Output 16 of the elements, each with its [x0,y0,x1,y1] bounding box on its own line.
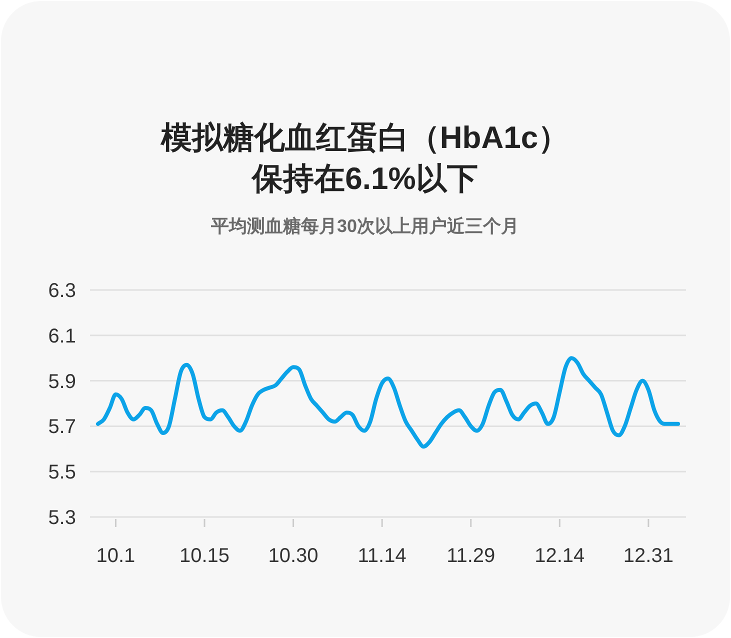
y-tick-label: 5.5 [48,462,76,484]
x-tick-label: 10.1 [96,545,136,567]
x-tick-label: 10.15 [179,545,230,567]
chart-title: 模拟糖化血红蛋白（HbA1c）保持在6.1%以下 [160,120,570,196]
y-tick-label: 5.7 [48,416,76,438]
x-tick-label: 11.14 [358,545,406,567]
x-tick-label: 12.31 [623,545,674,567]
y-tick-label: 6.1 [48,325,76,348]
y-tick-label: 5.3 [48,507,76,529]
chart-subtitle: 平均测血糖每月30次以上用户近三个月 [210,216,520,236]
x-tick-label: 11.29 [446,545,496,567]
x-tick-label: 10.30 [268,545,318,567]
y-tick-label: 6.3 [48,280,76,302]
x-tick-label: 12.14 [534,545,585,567]
y-tick-label: 5.9 [48,370,76,393]
line-series [96,356,680,449]
